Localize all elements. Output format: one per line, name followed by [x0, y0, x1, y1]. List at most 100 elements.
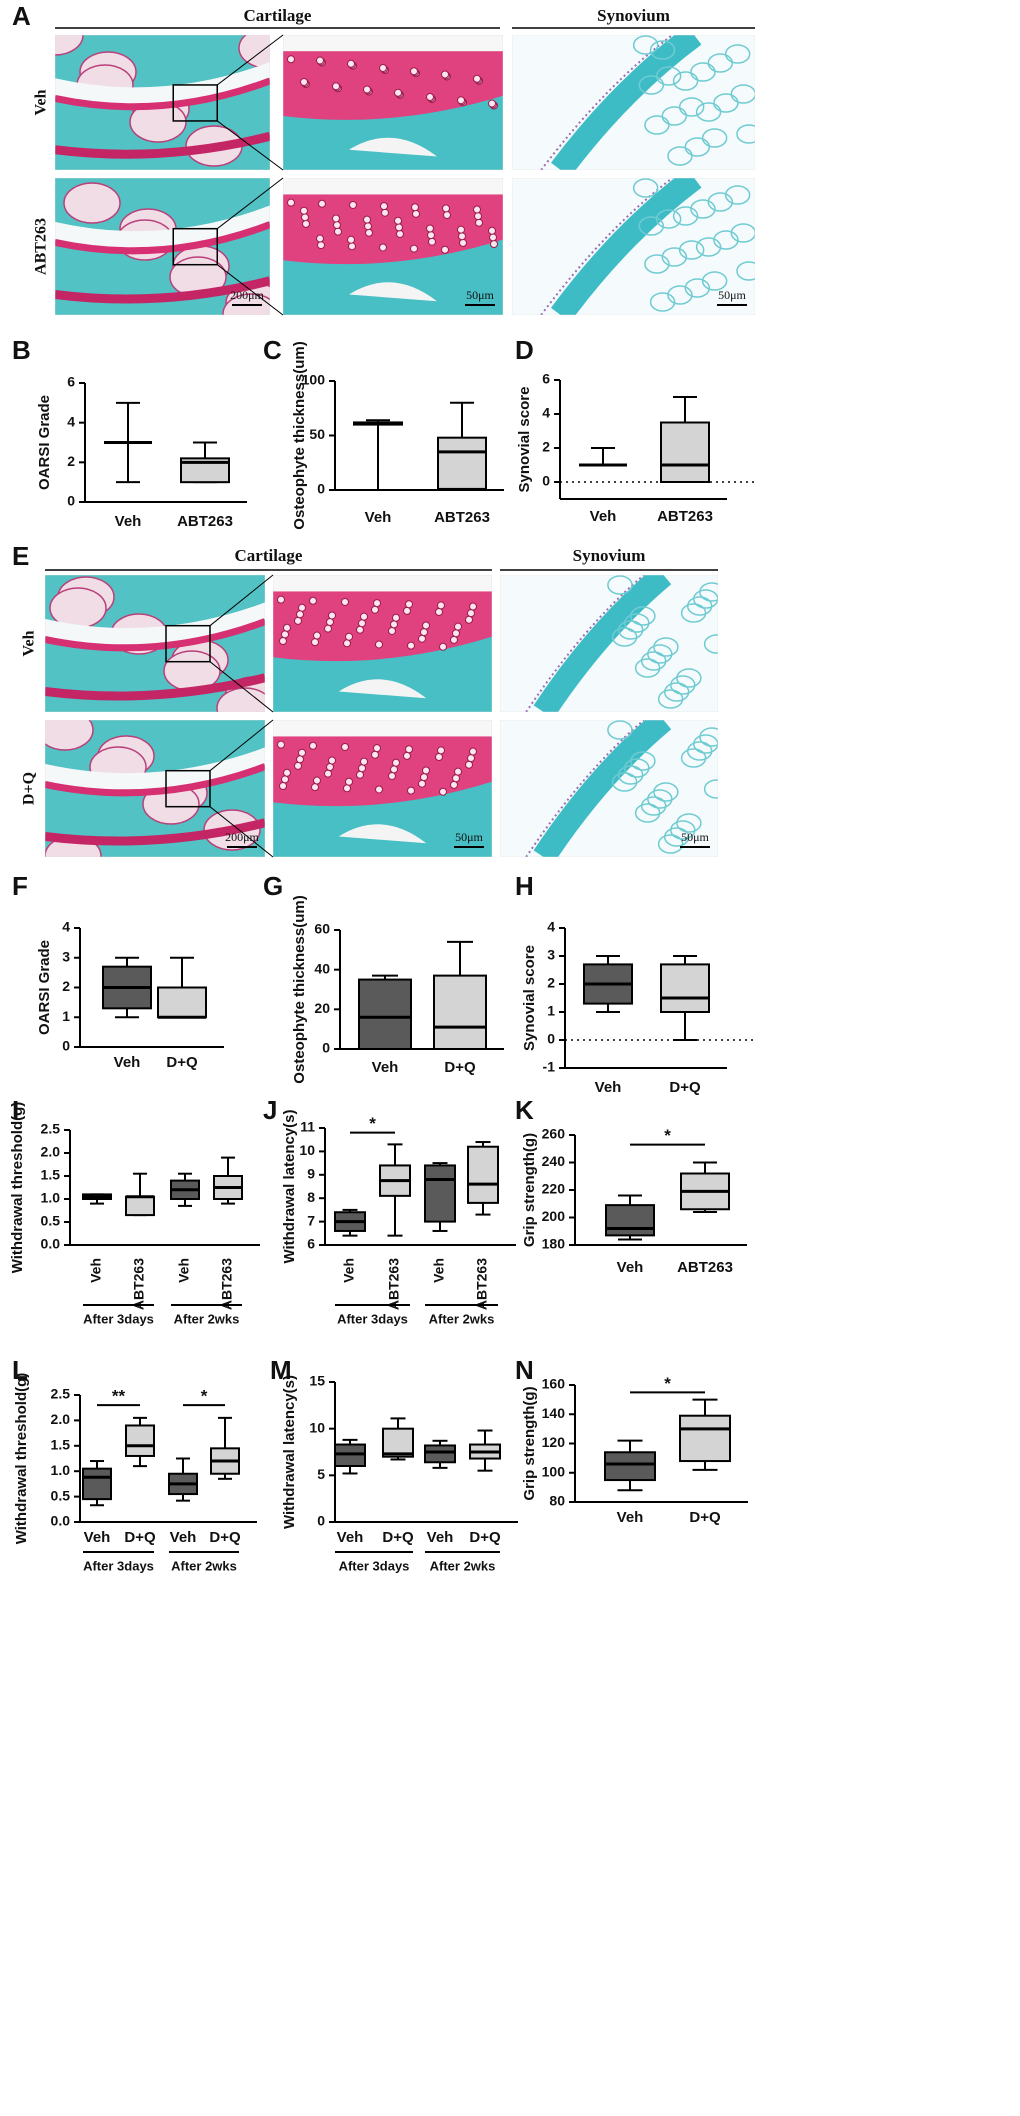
- y-tick-label: 7: [307, 1212, 315, 1228]
- chondrocyte: [360, 757, 368, 766]
- chondrocyte: [356, 625, 364, 634]
- y-tick-label: 2.0: [41, 1144, 61, 1160]
- x-tick-label: D+Q: [469, 1529, 501, 1546]
- y-tick-label: 40: [314, 960, 330, 976]
- zoom-line: [209, 719, 274, 772]
- adipocyte: [634, 658, 661, 678]
- y-tick-label: 0: [317, 481, 325, 497]
- x-tick-label: D+Q: [166, 1054, 198, 1071]
- chondrocyte: [450, 635, 458, 644]
- y-tick-label: 1.5: [41, 1167, 61, 1183]
- y-tick-label: 2: [547, 975, 555, 991]
- adipocyte: [667, 285, 693, 305]
- panel-letter: E: [12, 541, 29, 571]
- adipocyte: [649, 40, 676, 60]
- x-tick-label: Veh: [372, 1059, 399, 1076]
- chondrocyte: [311, 783, 319, 792]
- y-tick-label: 0: [322, 1040, 330, 1056]
- panel-letter: G: [263, 871, 283, 901]
- panel-letter: N: [515, 1355, 534, 1385]
- marrow: [216, 687, 265, 712]
- significance-label: **: [112, 1387, 126, 1406]
- x-tick-label: Veh: [114, 1054, 141, 1071]
- chondrocyte: [379, 64, 387, 73]
- chondrocyte: [332, 214, 340, 223]
- y-tick-label: 80: [549, 1493, 565, 1509]
- chondrocyte: [298, 748, 306, 757]
- chondrocyte: [437, 601, 445, 610]
- group-label: After 3days: [339, 1558, 410, 1573]
- adipocyte: [617, 765, 644, 785]
- adipocyte: [684, 278, 711, 298]
- chondrocyte: [318, 199, 326, 208]
- x-tick-label: ABT263: [177, 513, 233, 530]
- chondrocyte: [490, 240, 498, 249]
- chondrocyte: [334, 227, 342, 236]
- zoom-box: [172, 84, 218, 122]
- x-tick-label: Veh: [170, 1529, 197, 1546]
- box: [660, 421, 710, 483]
- chondrocyte: [311, 638, 319, 647]
- adipocyte: [632, 178, 659, 198]
- y-tick-label: 2: [542, 439, 550, 455]
- x-tick-label: D+Q: [209, 1529, 241, 1546]
- panel-letter: D: [515, 335, 534, 365]
- panel-letter: A: [12, 1, 31, 31]
- chondrocyte: [302, 219, 310, 228]
- x-tick-label: Veh: [617, 1259, 644, 1276]
- adipocyte: [701, 128, 728, 148]
- chondrocyte: [300, 206, 308, 215]
- chondrocyte: [405, 745, 413, 754]
- histology-image: [273, 720, 492, 857]
- box: [437, 436, 487, 490]
- chondrocyte: [439, 787, 447, 796]
- chondrocyte: [422, 766, 430, 775]
- row-label: ABT263: [33, 218, 50, 275]
- chondrocyte: [412, 209, 420, 218]
- zoom-line: [216, 264, 284, 316]
- group-label: After 2wks: [430, 1558, 496, 1573]
- adipocyte: [680, 748, 707, 768]
- adipocyte: [644, 254, 670, 274]
- adipocyte: [713, 230, 739, 250]
- growth-plate: [55, 131, 270, 159]
- adipocyte: [676, 668, 702, 688]
- y-tick-label: 6: [307, 1236, 315, 1252]
- adipocyte: [678, 240, 705, 260]
- chondrocyte: [454, 767, 462, 776]
- y-axis-label: Grip strength(g): [521, 1133, 538, 1247]
- zoom-line: [209, 574, 274, 627]
- chondrocyte: [373, 599, 381, 608]
- y-tick-label: 1.0: [51, 1462, 71, 1478]
- chondrocyte: [450, 780, 458, 789]
- box: [424, 1444, 456, 1464]
- chondrocyte: [349, 200, 357, 209]
- y-axis-label: OARSI Grade: [36, 940, 53, 1035]
- x-tick-label: Veh: [88, 1258, 104, 1283]
- chondrocyte: [427, 231, 435, 240]
- chondrocyte: [294, 616, 302, 625]
- chondrocyte: [345, 777, 353, 786]
- chondrocyte: [301, 213, 309, 222]
- y-tick-label: -1: [543, 1059, 556, 1075]
- adipocyte: [736, 261, 755, 281]
- x-tick-label: D+Q: [689, 1509, 721, 1526]
- adipocyte: [695, 237, 722, 257]
- histology-image: [500, 575, 718, 712]
- group-label: After 2wks: [174, 1311, 240, 1326]
- chondrocyte: [358, 619, 366, 628]
- chondrocyte: [457, 225, 465, 234]
- x-tick-label: ABT263: [677, 1259, 733, 1276]
- adipocyte: [607, 575, 633, 595]
- section-header: Cartilage: [235, 546, 303, 565]
- y-axis-label: Withdrawal latency(s): [281, 1375, 298, 1529]
- chondrocyte: [388, 626, 396, 635]
- joint-gap: [273, 720, 492, 737]
- y-tick-label: 260: [542, 1126, 566, 1142]
- adipocyte: [624, 758, 650, 778]
- box: [157, 986, 207, 1019]
- cartilage-layer: [283, 178, 503, 265]
- chondrocyte: [324, 624, 332, 633]
- histology-image: [45, 575, 265, 712]
- synovium-band: [551, 35, 702, 170]
